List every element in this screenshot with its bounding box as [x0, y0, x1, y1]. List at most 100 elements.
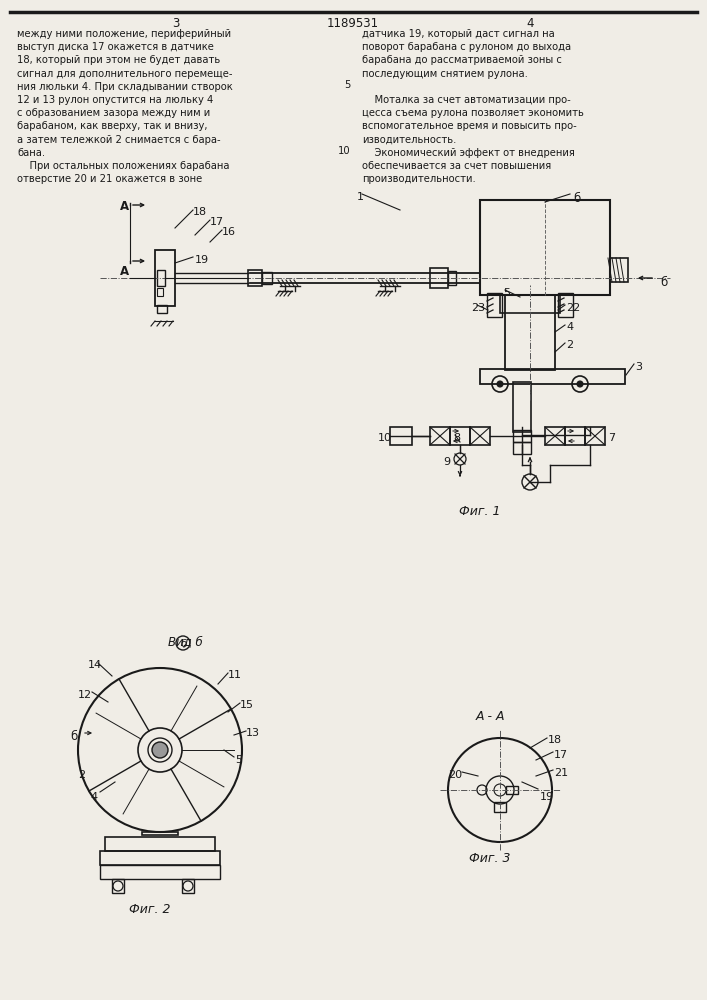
Bar	[112, 879, 124, 893]
Bar	[487, 293, 502, 317]
Bar	[430, 268, 448, 288]
Text: 3: 3	[635, 362, 642, 372]
Text: 11: 11	[228, 670, 242, 680]
Text: Вид б: Вид б	[168, 635, 202, 648]
Text: 19: 19	[540, 792, 554, 802]
Bar	[494, 802, 506, 812]
Text: выступ диска 17 окажется в датчике: выступ диска 17 окажется в датчике	[17, 42, 214, 52]
Text: 9: 9	[443, 457, 450, 467]
Bar	[558, 293, 573, 317]
Text: Фиг. 2: Фиг. 2	[129, 903, 171, 916]
Bar	[480, 200, 610, 295]
Bar	[506, 786, 518, 794]
Text: датчика 19, который даст сигнал на: датчика 19, который даст сигнал на	[362, 29, 555, 39]
Bar	[100, 851, 220, 865]
Bar	[182, 879, 194, 893]
Text: ния люльки 4. При складывании створок: ния люльки 4. При складывании створок	[17, 82, 233, 92]
Text: 2: 2	[78, 770, 85, 780]
Text: б: б	[70, 730, 77, 743]
Bar	[157, 305, 167, 313]
Bar	[157, 270, 165, 286]
Text: Фиг. 1: Фиг. 1	[460, 505, 501, 518]
Text: 4: 4	[566, 322, 573, 332]
Text: 1189531: 1189531	[327, 17, 379, 30]
Text: 10: 10	[339, 146, 351, 156]
Text: 3: 3	[173, 17, 180, 30]
Text: 7: 7	[608, 433, 615, 443]
Text: Моталка за счет автоматизации про-: Моталка за счет автоматизации про-	[362, 95, 571, 105]
Text: 17: 17	[554, 750, 568, 760]
Bar	[448, 271, 456, 285]
Text: 4: 4	[526, 17, 534, 30]
Text: 21: 21	[554, 768, 568, 778]
Bar	[155, 250, 175, 306]
Text: б: б	[180, 639, 187, 649]
Bar	[100, 865, 220, 879]
Text: 2: 2	[566, 340, 573, 350]
Text: 16: 16	[222, 227, 236, 237]
Text: 18: 18	[548, 735, 562, 745]
Bar	[105, 837, 215, 851]
Bar	[390, 427, 412, 445]
Text: 12 и 13 рулон опустится на люльку 4: 12 и 13 рулон опустится на люльку 4	[17, 95, 214, 105]
Text: б: б	[573, 192, 580, 205]
Circle shape	[497, 381, 503, 387]
Bar	[545, 427, 565, 445]
Text: 23: 23	[471, 303, 485, 313]
Text: 19: 19	[195, 255, 209, 265]
Bar	[610, 258, 628, 282]
Circle shape	[577, 381, 583, 387]
Bar	[262, 272, 272, 284]
Bar	[565, 427, 585, 445]
Text: 5: 5	[503, 288, 510, 298]
Bar	[513, 382, 531, 432]
Text: 5: 5	[235, 755, 242, 765]
Bar	[450, 427, 470, 445]
Text: А - А: А - А	[475, 710, 505, 723]
Bar	[157, 288, 163, 296]
Text: последующим снятием рулона.: последующим снятием рулона.	[362, 69, 528, 79]
Text: 4: 4	[90, 792, 97, 802]
Bar	[500, 295, 560, 313]
Text: 13: 13	[246, 728, 260, 738]
Text: 18: 18	[193, 207, 207, 217]
Bar	[513, 430, 531, 442]
Text: б: б	[660, 276, 667, 289]
Text: производительности.: производительности.	[362, 174, 476, 184]
Text: 14: 14	[88, 660, 102, 670]
Text: вспомогательное время и повысить про-: вспомогательное время и повысить про-	[362, 121, 577, 131]
Text: бана.: бана.	[17, 148, 45, 158]
Bar	[430, 427, 450, 445]
Text: барабаном, как вверху, так и внизу,: барабаном, как вверху, так и внизу,	[17, 121, 207, 131]
Text: 15: 15	[240, 700, 254, 710]
Text: При остальных положениях барабана: При остальных положениях барабана	[17, 161, 230, 171]
Text: А: А	[120, 200, 129, 213]
Text: сигнал для дополнительного перемеще-: сигнал для дополнительного перемеще-	[17, 69, 233, 79]
Text: 10: 10	[378, 433, 392, 443]
Bar	[513, 442, 531, 454]
Text: 5: 5	[344, 80, 351, 90]
Text: между ними положение, периферийный: между ними положение, периферийный	[17, 29, 231, 39]
Bar	[505, 295, 555, 370]
Bar	[248, 270, 262, 286]
Text: 1: 1	[357, 192, 364, 202]
Circle shape	[152, 742, 168, 758]
Text: 17: 17	[210, 217, 224, 227]
Text: 12: 12	[78, 690, 92, 700]
Text: Экономический эффект от внедрения: Экономический эффект от внедрения	[362, 148, 575, 158]
Text: 18, который при этом не будет давать: 18, который при этом не будет давать	[17, 55, 221, 65]
Text: а затем тележкой 2 снимается с бара-: а затем тележкой 2 снимается с бара-	[17, 135, 221, 145]
Text: А: А	[120, 265, 129, 278]
Text: 20: 20	[448, 770, 462, 780]
Bar	[142, 832, 178, 835]
Text: отверстие 20 и 21 окажется в зоне: отверстие 20 и 21 окажется в зоне	[17, 174, 202, 184]
Text: 22: 22	[566, 303, 580, 313]
Text: изводительность.: изводительность.	[362, 135, 457, 145]
Text: цесса съема рулона позволяет экономить: цесса съема рулона позволяет экономить	[362, 108, 584, 118]
Text: с образованием зазора между ним и: с образованием зазора между ним и	[17, 108, 210, 118]
Text: Фиг. 3: Фиг. 3	[469, 852, 510, 865]
Bar	[470, 427, 490, 445]
Text: обеспечивается за счет повышения: обеспечивается за счет повышения	[362, 161, 551, 171]
Text: поворот барабана с рулоном до выхода: поворот барабана с рулоном до выхода	[362, 42, 571, 52]
Text: 8: 8	[453, 433, 460, 443]
